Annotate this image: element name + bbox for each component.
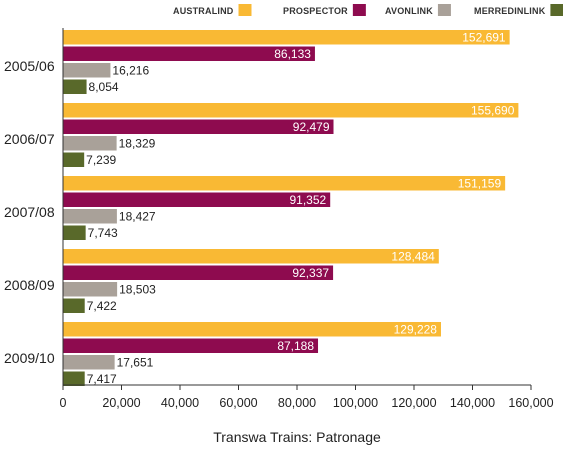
bar-merredinlink-2009-10 bbox=[63, 371, 85, 386]
bar-avonlink-2007-08 bbox=[63, 209, 117, 224]
x-tick-label-1: 20,000 bbox=[102, 396, 140, 410]
data-label-avonlink-2008-09: 18,503 bbox=[119, 283, 156, 297]
data-label-merredinlink-2009-10: 7,417 bbox=[87, 372, 117, 386]
data-label-australind-2006-07: 155,690 bbox=[471, 104, 515, 118]
x-tick-label-0: 0 bbox=[60, 396, 67, 410]
data-label-australind-2007-08: 151,159 bbox=[458, 177, 502, 191]
legend-swatch-merredinlink bbox=[550, 4, 563, 16]
bar-avonlink-2005-06 bbox=[63, 63, 111, 78]
bar-merredinlink-2005-06 bbox=[63, 79, 87, 94]
bar-avonlink-2006-07 bbox=[63, 136, 117, 151]
legend-label-australind: AUSTRALIND bbox=[173, 6, 234, 16]
legend: AUSTRALIND PROSPECTOR AVONLINK MERREDINLINK bbox=[173, 4, 563, 16]
category-label-2008-09: 2008/09 bbox=[4, 277, 55, 293]
bar-prospector-2007-08 bbox=[63, 192, 331, 207]
data-label-prospector-2009-10: 87,188 bbox=[277, 339, 314, 353]
data-label-merredinlink-2005-06: 8,054 bbox=[89, 80, 119, 94]
data-label-prospector-2006-07: 92,479 bbox=[293, 120, 330, 134]
bar-australind-2009-10 bbox=[63, 322, 441, 337]
bar-australind-2005-06 bbox=[63, 30, 510, 45]
bar-avonlink-2008-09 bbox=[63, 282, 118, 297]
data-label-prospector-2008-09: 92,337 bbox=[292, 266, 329, 280]
data-label-merredinlink-2008-09: 7,422 bbox=[87, 299, 117, 313]
data-label-avonlink-2005-06: 16,216 bbox=[112, 64, 149, 78]
data-label-prospector-2007-08: 91,352 bbox=[290, 193, 327, 207]
category-label-2009-10: 2009/10 bbox=[4, 350, 55, 366]
bar-australind-2006-07 bbox=[63, 103, 519, 118]
legend-swatch-avonlink bbox=[437, 4, 451, 16]
category-label-2005-06: 2005/06 bbox=[4, 58, 55, 74]
bar-australind-2007-08 bbox=[63, 176, 506, 191]
legend-label-merredinlink: MERREDINLINK bbox=[474, 6, 546, 16]
x-axis: 0 20,000 40,000 60,000 80,000 100,000 120,000 1… bbox=[60, 28, 554, 410]
bar-prospector-2008-09 bbox=[63, 265, 334, 280]
data-label-avonlink-2006-07: 18,329 bbox=[119, 137, 156, 151]
bar-prospector-2006-07 bbox=[63, 119, 334, 134]
bar-prospector-2009-10 bbox=[63, 338, 319, 353]
data-label-avonlink-2009-10: 17,651 bbox=[117, 356, 154, 370]
data-label-avonlink-2007-08: 18,427 bbox=[119, 210, 156, 224]
category-label-2006-07: 2006/07 bbox=[4, 131, 55, 147]
category-label-2007-08: 2007/08 bbox=[4, 204, 55, 220]
x-tick-label-6: 120,000 bbox=[391, 396, 436, 410]
data-label-merredinlink-2007-08: 7,743 bbox=[88, 226, 118, 240]
data-label-australind-2008-09: 128,484 bbox=[391, 250, 435, 264]
bars: 152,691 86,133 16,216 8,054 2005/06 155,690 92… bbox=[4, 30, 519, 386]
x-tick-label-7: 140,000 bbox=[450, 396, 495, 410]
x-axis-label: Transwa Trains: Patronage bbox=[213, 429, 381, 445]
data-label-prospector-2005-06: 86,133 bbox=[274, 47, 311, 61]
legend-label-avonlink: AVONLINK bbox=[385, 6, 433, 16]
x-tick-label-2: 40,000 bbox=[161, 396, 199, 410]
bar-avonlink-2009-10 bbox=[63, 355, 115, 370]
bar-merredinlink-2008-09 bbox=[63, 298, 85, 313]
x-tick-label-4: 80,000 bbox=[278, 396, 316, 410]
bar-australind-2008-09 bbox=[63, 249, 439, 264]
data-label-australind-2005-06: 152,691 bbox=[462, 31, 506, 45]
bar-merredinlink-2007-08 bbox=[63, 225, 86, 240]
legend-swatch-prospector bbox=[352, 4, 366, 16]
x-tick-label-8: 160,000 bbox=[508, 396, 553, 410]
bar-prospector-2005-06 bbox=[63, 46, 315, 61]
x-tick-label-5: 100,000 bbox=[333, 396, 378, 410]
bar-merredinlink-2006-07 bbox=[63, 152, 85, 167]
x-tick-label-3: 60,000 bbox=[219, 396, 257, 410]
data-label-australind-2009-10: 129,228 bbox=[394, 323, 438, 337]
data-label-merredinlink-2006-07: 7,239 bbox=[86, 153, 116, 167]
legend-swatch-australind bbox=[238, 4, 252, 16]
legend-label-prospector: PROSPECTOR bbox=[283, 6, 348, 16]
